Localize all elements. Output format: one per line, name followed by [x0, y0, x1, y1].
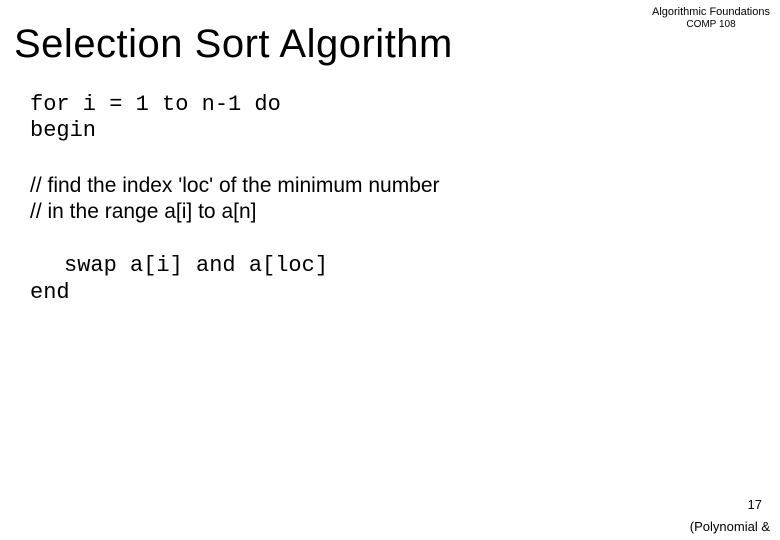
slide: Algorithmic Foundations COMP 108 Selecti… [0, 0, 780, 540]
code-line-for: for i = 1 to n-1 do [30, 92, 750, 118]
code-line-end: end [30, 280, 750, 306]
header-right: Algorithmic Foundations COMP 108 [652, 6, 770, 30]
slide-body: for i = 1 to n-1 do begin // find the in… [30, 92, 750, 306]
code-line-begin: begin [30, 118, 750, 144]
page-title: Selection Sort Algorithm [14, 22, 453, 67]
code-comment-2: // in the range a[i] to a[n] [30, 199, 750, 225]
code-line-swap: swap a[i] and a[loc] [30, 253, 750, 279]
header-line1: Algorithmic Foundations [652, 6, 770, 19]
code-comment-1: // find the index 'loc' of the minimum n… [30, 173, 750, 199]
page-number: 17 [748, 497, 762, 512]
footer-text: (Polynomial & [690, 519, 770, 534]
header-line2: COMP 108 [652, 19, 770, 31]
